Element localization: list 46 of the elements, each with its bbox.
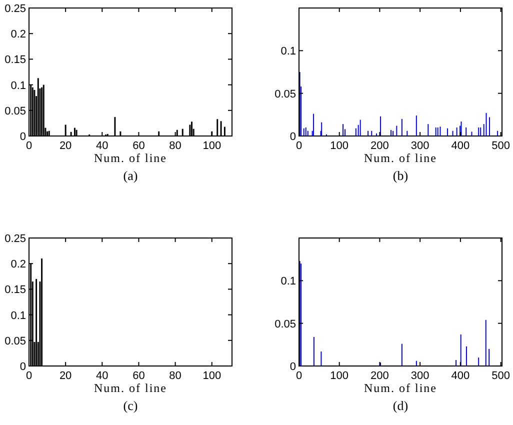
y-tick-label: 0 — [290, 361, 296, 373]
x-axis-title: Num. of line — [94, 151, 167, 165]
y-tick-label: 0.1 — [280, 46, 296, 58]
y-tick-label: 0.25 — [4, 233, 26, 245]
y-tick-label: 0.15 — [4, 54, 26, 66]
y-tick-label: 0 — [20, 361, 26, 373]
x-tick-label: 300 — [410, 140, 430, 152]
x-tick-label: 500 — [492, 140, 510, 152]
y-tick-label: 0.05 — [274, 318, 296, 330]
x-tick-label: 100 — [330, 370, 349, 382]
x-tick-label: 400 — [451, 370, 470, 382]
x-axis-title: Num. of line — [364, 381, 437, 395]
x-tick-label: 60 — [132, 370, 145, 382]
text: (c) — [123, 398, 138, 413]
x-tick-label: 100 — [202, 370, 222, 382]
x-tick-label: 300 — [410, 370, 430, 382]
y-tick-label: 0.2 — [10, 28, 26, 41]
x-axis-title: Num. of line — [94, 381, 167, 395]
x-tick-label: 200 — [370, 370, 389, 382]
text: (d) — [392, 398, 408, 413]
x-tick-label: 400 — [451, 140, 470, 152]
x-tick-label: 100 — [330, 140, 349, 152]
y-tick-label: 0 — [20, 131, 26, 143]
x-tick-label: 60 — [132, 140, 145, 152]
y-tick-label: 0.15 — [4, 284, 26, 296]
y-tick-label: 0 — [290, 131, 296, 143]
text: (b) — [392, 168, 408, 183]
y-tick-label: 0.1 — [10, 310, 26, 322]
x-tick-label: 20 — [59, 370, 72, 382]
y-tick-label: 0.1 — [280, 276, 296, 288]
x-tick-label: 40 — [96, 140, 108, 152]
x-tick-label: 40 — [96, 370, 108, 382]
x-tick-label: 20 — [59, 140, 72, 152]
y-tick-label: 0.1 — [10, 80, 26, 92]
x-tick-label: 80 — [169, 140, 182, 152]
y-tick-label: 0.25 — [4, 3, 26, 15]
x-tick-label: 100 — [202, 140, 222, 152]
x-axis-title: Num. of line — [364, 151, 437, 165]
y-tick-label: 0.2 — [10, 258, 26, 271]
x-tick-label: 200 — [370, 140, 389, 152]
y-tick-label: 0.05 — [4, 335, 26, 348]
text: (a) — [123, 168, 138, 183]
y-tick-label: 0.05 — [274, 88, 296, 100]
y-tick-label: 0.05 — [4, 105, 26, 118]
x-tick-label: 80 — [169, 370, 182, 382]
x-tick-label: 500 — [492, 370, 510, 382]
